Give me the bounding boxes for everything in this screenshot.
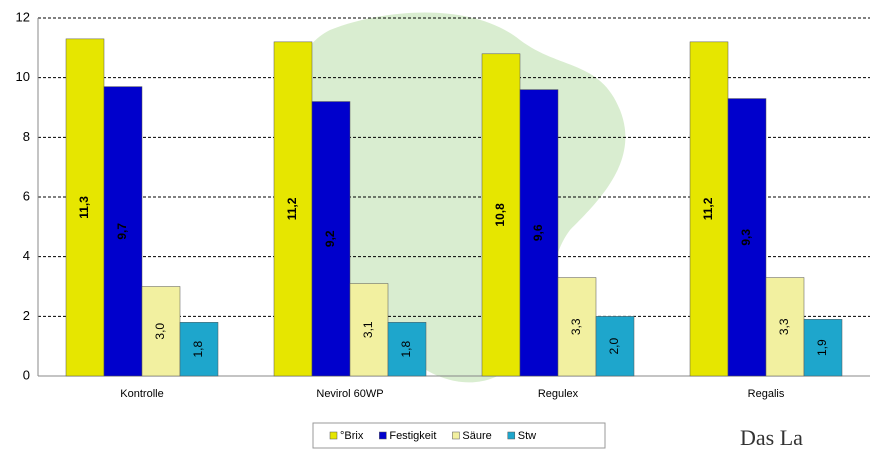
bar	[387, 322, 427, 377]
value-label: 10,8	[493, 203, 507, 227]
y-tick-label: 12	[16, 9, 30, 24]
legend-swatch	[507, 431, 516, 440]
x-tick-label: Regulex	[538, 388, 579, 400]
legend-label: °Brix	[340, 430, 364, 442]
value-label: 9,7	[115, 223, 129, 240]
bar	[349, 283, 389, 377]
bar	[65, 38, 105, 377]
y-tick-label: 0	[23, 367, 30, 382]
bar	[765, 277, 805, 377]
value-label: 9,6	[531, 224, 545, 241]
y-tick-label: 6	[23, 188, 30, 203]
value-label: 3,3	[569, 318, 583, 335]
x-tick-label: Nevirol 60WP	[316, 388, 383, 400]
x-tick-label: Kontrolle	[120, 388, 163, 400]
bar	[803, 319, 843, 377]
bar	[179, 322, 219, 377]
value-label: 3,3	[777, 318, 791, 335]
legend-swatch	[329, 431, 338, 440]
y-tick-label: 10	[16, 69, 30, 84]
legend-swatch	[452, 431, 460, 440]
bar	[311, 101, 351, 377]
value-label: 1,9	[815, 339, 829, 356]
value-label: 3,0	[153, 323, 167, 340]
value-label: 11,3	[77, 196, 91, 219]
value-label: 3,1	[361, 321, 375, 338]
value-label: 9,3	[739, 229, 753, 246]
bar	[273, 41, 313, 377]
x-tick-label: Regalis	[748, 388, 785, 400]
value-label: 11,2	[285, 197, 299, 220]
bar	[481, 53, 521, 377]
bar	[727, 98, 767, 377]
bar	[519, 89, 559, 377]
bar	[557, 277, 597, 377]
bar	[103, 86, 143, 377]
bar	[595, 316, 635, 377]
legend-label: Festigkeit	[389, 430, 436, 442]
value-label: 2,0	[607, 338, 621, 355]
value-label: 1,8	[399, 340, 413, 357]
bar	[141, 286, 181, 377]
value-label: 9,2	[323, 230, 337, 247]
legend-swatch	[379, 431, 387, 440]
legend-label: Säure	[462, 430, 491, 442]
y-tick-label: 2	[23, 308, 30, 323]
bar	[689, 41, 729, 377]
value-label: 1,8	[191, 340, 205, 357]
logo-text: Das La	[740, 425, 803, 449]
y-tick-label: 4	[23, 248, 30, 263]
legend-label: Stw	[518, 430, 536, 442]
value-label: 11,2	[701, 197, 715, 220]
y-tick-label: 8	[23, 129, 30, 144]
